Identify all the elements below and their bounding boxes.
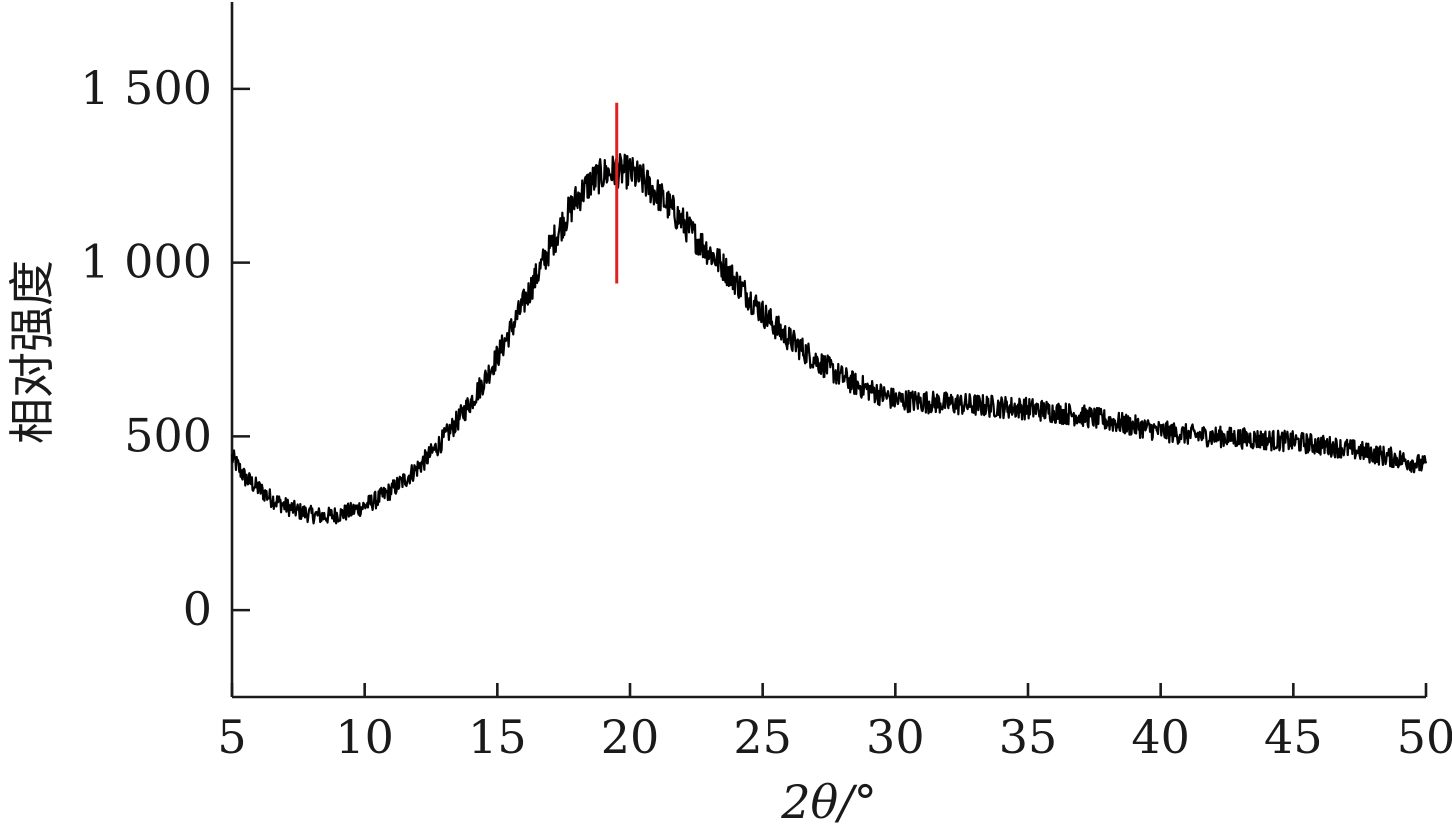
x-tick-label: 10 [335, 710, 394, 764]
x-tick-label: 15 [468, 710, 527, 764]
y-tick-label: 1 000 [80, 235, 212, 289]
x-tick-label: 50 [1397, 710, 1452, 764]
x-tick-label: 45 [1264, 710, 1323, 764]
x-tick-label: 20 [601, 710, 660, 764]
x-tick-label: 35 [999, 710, 1058, 764]
x-tick-label: 5 [217, 710, 246, 764]
plot-area [230, 102, 1428, 525]
y-tick-label: 500 [124, 408, 212, 462]
x-tick-label: 25 [733, 710, 792, 764]
series-line [230, 152, 1428, 525]
x-axis-title: 2θ/° [780, 775, 876, 826]
x-tick-label: 30 [866, 710, 925, 764]
y-tick-label: 0 [183, 582, 212, 636]
y-tick-label: 1 500 [80, 61, 212, 115]
y-axis-title: 相对强度 [5, 260, 59, 444]
x-tick-label: 40 [1131, 710, 1190, 764]
